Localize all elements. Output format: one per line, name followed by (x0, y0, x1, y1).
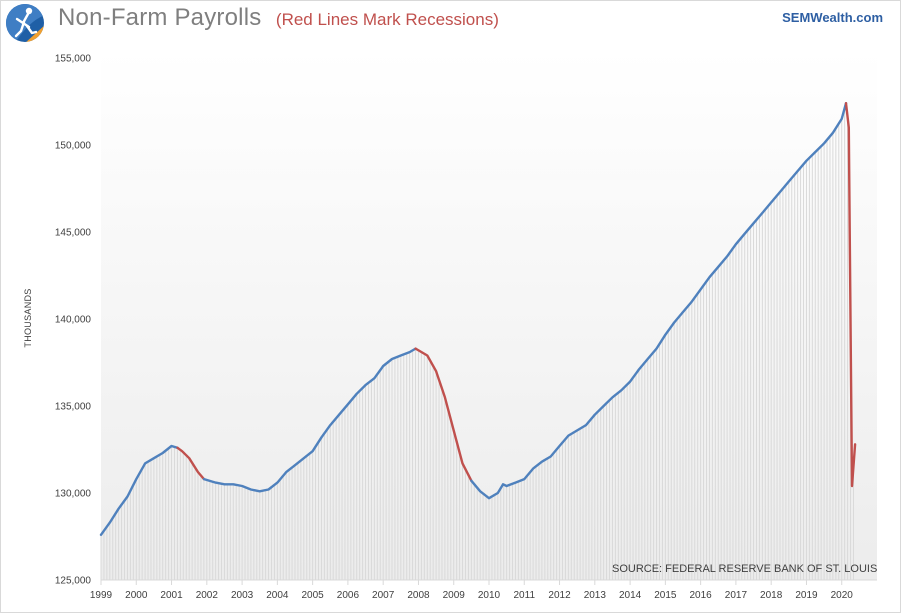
x-tick-label: 2013 (584, 590, 607, 601)
y-tick-label: 145,000 (55, 228, 92, 239)
series-line (470, 101, 848, 500)
drop-lines (100, 108, 854, 580)
chart-subtitle: (Red Lines Mark Recessions) (275, 10, 499, 29)
recession-segment (414, 347, 473, 482)
x-tick-label: 2020 (831, 590, 854, 601)
x-tick-label: 2019 (795, 590, 818, 601)
source-note: SOURCE: FEDERAL RESERVE BANK OF ST. LOUI… (612, 563, 878, 575)
x-tick-label: 2008 (407, 590, 430, 601)
series-lines (99, 101, 857, 536)
x-tick-label: 2003 (231, 590, 254, 601)
x-tick-label: 2018 (760, 590, 783, 601)
x-tick-label: 2012 (548, 590, 571, 601)
series-line (99, 444, 179, 536)
recession-segment (844, 101, 857, 488)
y-tick-label: 155,000 (55, 54, 92, 65)
x-tick-label: 2010 (478, 590, 501, 601)
chart-title: Non-Farm Payrolls (58, 4, 262, 31)
x-tick-label: 2005 (302, 590, 325, 601)
y-tick-label: 125,000 (55, 576, 92, 587)
x-tick-label: 2011 (514, 590, 536, 601)
x-tick-label: 2004 (266, 590, 289, 601)
x-tick-label: 2009 (443, 590, 466, 601)
series-line (202, 347, 417, 493)
x-tick-label: 2002 (196, 590, 219, 601)
y-tick-label: 130,000 (55, 489, 92, 500)
y-tick-label: 150,000 (55, 141, 92, 152)
y-tick-label: 135,000 (55, 402, 92, 413)
title-row: Non-Farm Payrolls (Red Lines Mark Recess… (58, 4, 499, 32)
x-axis: 1999 2000 2001 2002 2003 2004 2005 2006 2007 2008… (90, 579, 877, 601)
x-tick-label: 2001 (160, 590, 183, 601)
x-tick-label: 2007 (372, 590, 395, 601)
x-tick-label: 2000 (125, 590, 148, 601)
x-tick-label: 2006 (337, 590, 360, 601)
runner-logo-icon (6, 4, 44, 42)
x-tick-label: 2016 (690, 590, 713, 601)
recession-segment (176, 446, 206, 481)
x-tick-label: 2014 (619, 590, 642, 601)
brand-link[interactable]: SEMWealth.com (782, 10, 883, 25)
y-tick-label: 140,000 (55, 315, 92, 326)
x-tick-label: 2017 (725, 590, 748, 601)
x-tick-label: 1999 (90, 590, 113, 601)
y-axis: 125,000 130,000 135,000 140,000 145,000 150,0… (55, 54, 92, 587)
x-tick-label: 2015 (654, 590, 677, 601)
